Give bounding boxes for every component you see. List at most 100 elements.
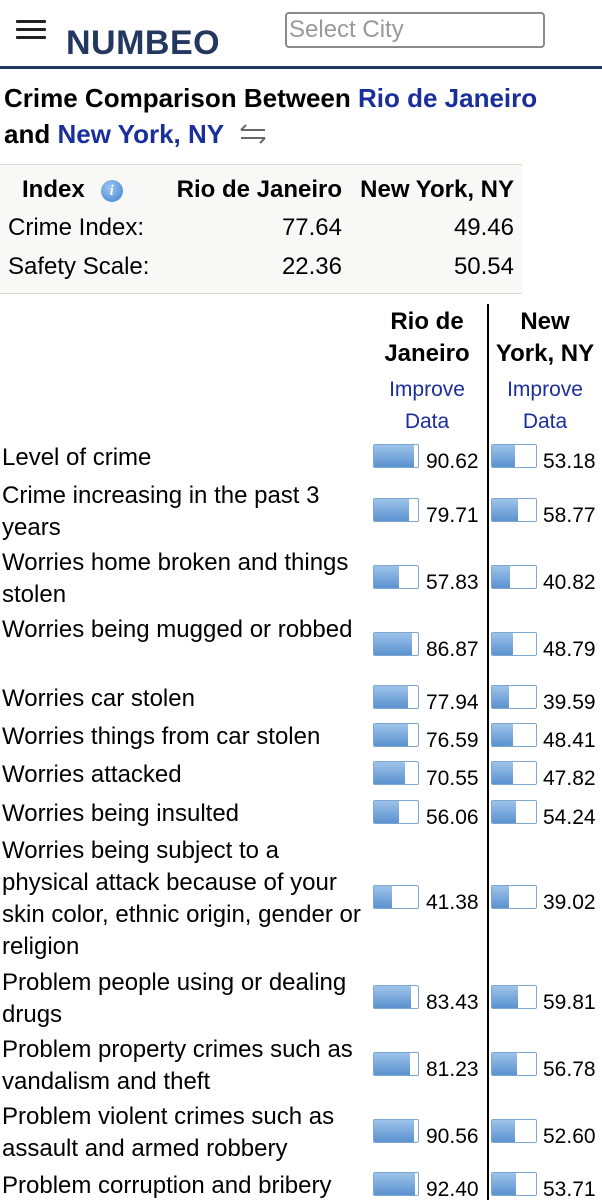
metric-row: Worries car stolen 77.94 39.59 (0, 683, 602, 715)
metric-row: Crime increasing in the past 3 years 79.7… (0, 480, 602, 544)
metric-row: Worries being subject to a physical atta… (0, 835, 602, 963)
improve-data-link-city2[interactable]: Improve Data (507, 378, 583, 433)
metric-row: Worries being mugged or robbed 86.87 48.79 (0, 614, 602, 678)
city1-score-bar-fill (374, 724, 408, 746)
city1-score-bar (373, 1052, 419, 1076)
city1-score-value: 79.71 (426, 504, 479, 527)
metric-label: Worries attacked (2, 761, 182, 788)
metric-label: Problem people using or dealing drugs (2, 969, 347, 1028)
city1-score-bar-fill (374, 445, 414, 467)
city2-score-value: 47.82 (543, 767, 596, 790)
select-city-input[interactable] (285, 12, 545, 48)
metric-label: Worries things from car stolen (2, 723, 321, 750)
city1-link[interactable]: Rio de Janeiro (357, 83, 538, 113)
city2-score-bar (491, 1172, 537, 1196)
city1-score-bar-fill (374, 762, 406, 784)
city2-score-bar (491, 885, 537, 909)
city1-score-bar-fill (374, 1120, 414, 1142)
city2-score-bar-fill (492, 1173, 516, 1195)
city1-score-value: 57.83 (426, 571, 479, 594)
city2-score-bar (491, 444, 537, 468)
city1-score-bar-fill (374, 566, 400, 588)
city1-score-value: 81.23 (426, 1058, 479, 1081)
city2-score-bar (491, 723, 537, 747)
city2-score-value: 59.81 (543, 991, 596, 1014)
city2-score-value: 48.41 (543, 729, 596, 752)
metric-label: Problem property crimes such as vandalis… (2, 1036, 353, 1095)
city2-score-bar-fill (492, 499, 518, 521)
hamburger-menu-icon[interactable] (16, 20, 46, 40)
metric-row: Problem property crimes such as vandalis… (0, 1034, 602, 1098)
numbeo-logo[interactable]: NUMBEO (66, 24, 221, 62)
metric-row: Problem people using or dealing drugs 83.… (0, 967, 602, 1031)
city2-score-bar-fill (492, 986, 519, 1008)
city2-score-bar-fill (492, 566, 510, 588)
city2-score-bar (491, 1119, 537, 1143)
city1-score-bar-fill (374, 986, 411, 1008)
city1-score-value: 41.38 (426, 891, 479, 914)
metric-label: Crime increasing in the past 3 years (2, 482, 320, 541)
city2-score-bar (491, 565, 537, 589)
crime-index-row: Crime Index: 77.64 49.46 (8, 214, 514, 241)
city1-score-bar (373, 1119, 419, 1143)
city1-score-value: 70.55 (426, 767, 479, 790)
city2-score-bar-fill (492, 801, 516, 823)
city2-score-bar (491, 498, 537, 522)
city2-score-value: 48.79 (543, 638, 596, 661)
city2-score-bar (491, 632, 537, 656)
city2-score-value: 58.77 (543, 504, 596, 527)
metric-label: Worries being insulted (2, 800, 240, 827)
city1-score-bar (373, 685, 419, 709)
metric-row: Worries home broken and things stolen 57.… (0, 547, 602, 611)
index-summary-table: Index i Rio de Janeiro New York, NY Crime… (0, 164, 522, 294)
city2-score-value: 39.02 (543, 891, 596, 914)
city2-score-bar (491, 1052, 537, 1076)
city1-score-value: 86.87 (426, 638, 479, 661)
metric-label: Worries being mugged or robbed (2, 616, 353, 643)
metric-row: Worries being insulted 56.06 54.24 (0, 798, 602, 830)
city1-score-bar-fill (374, 801, 399, 823)
city2-score-bar (491, 800, 537, 824)
index-table-header: Index i Rio de Janeiro New York, NY (22, 176, 514, 203)
city2-score-bar (491, 985, 537, 1009)
city1-score-value: 90.62 (426, 450, 479, 473)
metric-label: Worries car stolen (2, 685, 195, 712)
city1-score-bar-fill (374, 686, 409, 708)
city2-score-value: 40.82 (543, 571, 596, 594)
city1-score-bar (373, 498, 419, 522)
city2-score-value: 54.24 (543, 806, 596, 829)
city2-score-bar (491, 761, 537, 785)
city2-score-bar-fill (492, 724, 514, 746)
city1-score-bar (373, 723, 419, 747)
city1-score-bar-fill (374, 1053, 410, 1075)
metric-row: Problem violent crimes such as assault a… (0, 1101, 602, 1165)
city1-score-bar (373, 565, 419, 589)
metric-label: Worries home broken and things stolen (2, 549, 349, 608)
city1-score-bar (373, 761, 419, 785)
column-divider (487, 304, 489, 1200)
city2-score-bar-fill (492, 686, 510, 708)
city1-column-header: Rio de Janeiro (384, 308, 470, 367)
city1-score-bar (373, 632, 419, 656)
metric-row: Problem corruption and bribery 92.40 53.71 (0, 1170, 602, 1202)
metric-row: Worries things from car stolen 76.59 48.41 (0, 721, 602, 753)
city1-score-value: 90.56 (426, 1125, 479, 1148)
city2-score-value: 52.60 (543, 1125, 596, 1148)
swap-cities-icon[interactable] (237, 118, 269, 154)
city2-score-bar-fill (492, 886, 510, 908)
city1-score-bar (373, 444, 419, 468)
city2-score-bar-fill (492, 633, 514, 655)
city1-score-bar (373, 800, 419, 824)
info-icon[interactable]: i (100, 179, 123, 202)
city1-score-value: 92.40 (426, 1178, 479, 1201)
improve-data-link-city1[interactable]: Improve Data (389, 378, 465, 433)
city2-link[interactable]: New York, NY (57, 119, 224, 149)
metric-label: Problem corruption and bribery (2, 1172, 332, 1199)
metric-row: Level of crime 90.62 53.18 (0, 442, 602, 474)
city1-score-value: 77.94 (426, 691, 479, 714)
city2-score-value: 53.18 (543, 450, 596, 473)
city2-score-value: 53.71 (543, 1178, 596, 1201)
metric-label: Level of crime (2, 444, 152, 471)
safety-scale-row: Safety Scale: 22.36 50.54 (8, 253, 514, 280)
metric-label: Problem violent crimes such as assault a… (2, 1103, 335, 1162)
